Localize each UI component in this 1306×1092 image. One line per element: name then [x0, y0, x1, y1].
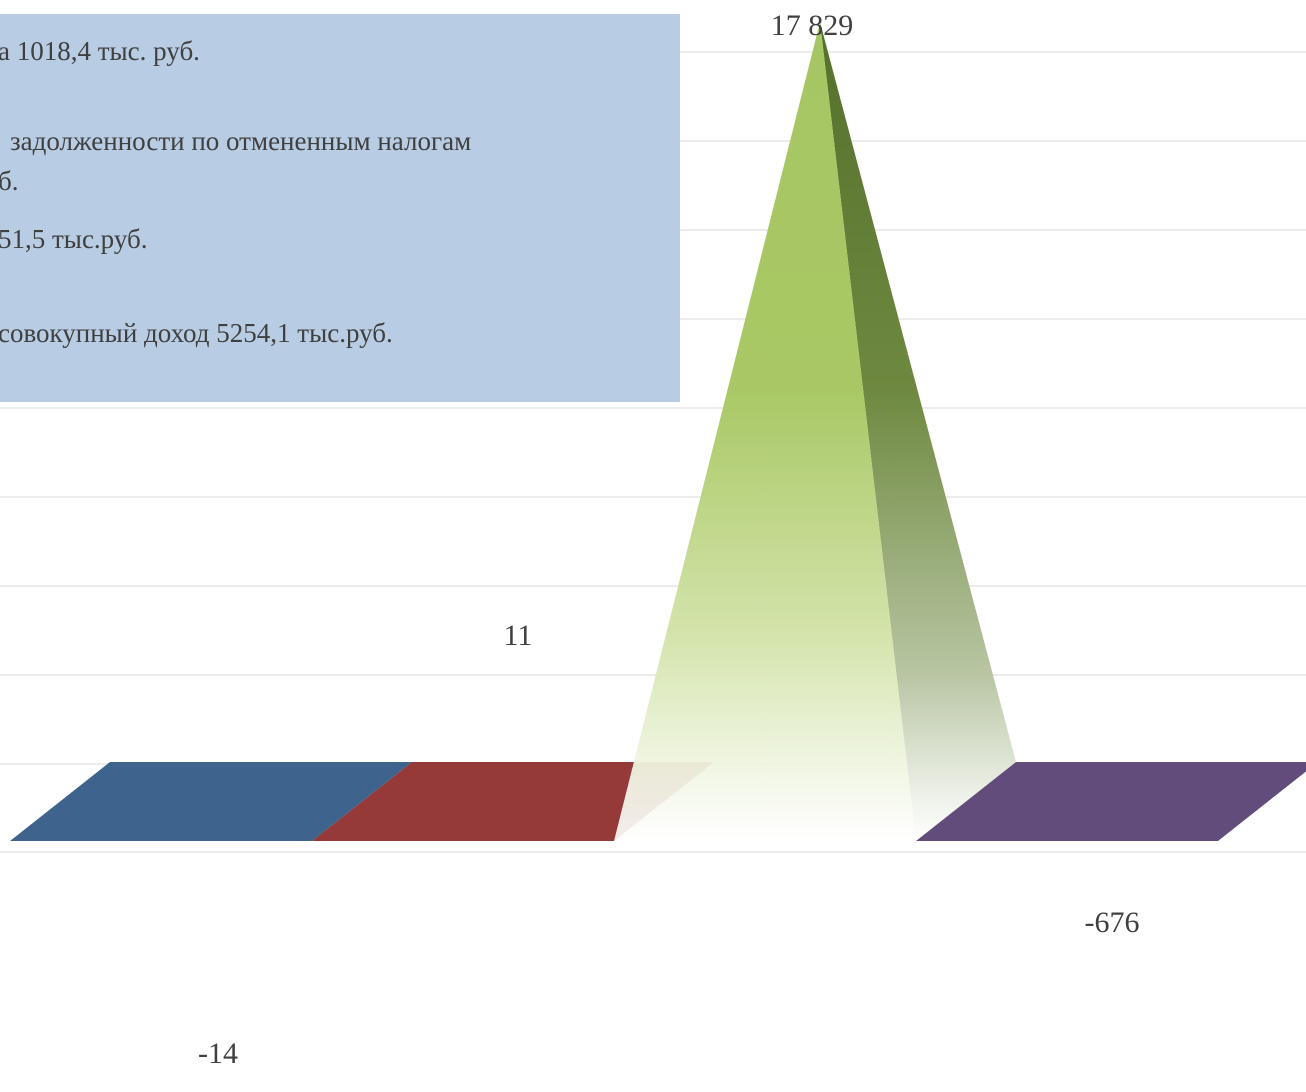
data-label-4: -676 [1085, 906, 1140, 939]
annotation-line-3: б. [0, 166, 19, 196]
annotation-box: а 1018,4 тыс. руб. задолженности по отме… [0, 14, 680, 402]
data-label-3: 17 829 [771, 9, 854, 42]
bar-1 [10, 762, 412, 841]
bar-4 [916, 762, 1306, 841]
bar-3 [614, 22, 916, 841]
annotation-line-4: 51,5 тыс.руб. [0, 224, 148, 254]
data-label-2: 11 [504, 619, 533, 652]
bar-2 [312, 762, 714, 841]
data-labels: -14 11 17 829 -676 [198, 9, 1140, 1070]
annotation-line-2: задолженности по отмененным налогам [10, 126, 472, 156]
chart-marks [10, 22, 1306, 841]
annotation-line-1: а 1018,4 тыс. руб. [0, 36, 200, 66]
bar-3-side [820, 22, 1016, 841]
data-label-1: -14 [198, 1037, 238, 1070]
annotation-line-5: совокупный доход 5254,1 тыс.руб. [0, 318, 393, 348]
